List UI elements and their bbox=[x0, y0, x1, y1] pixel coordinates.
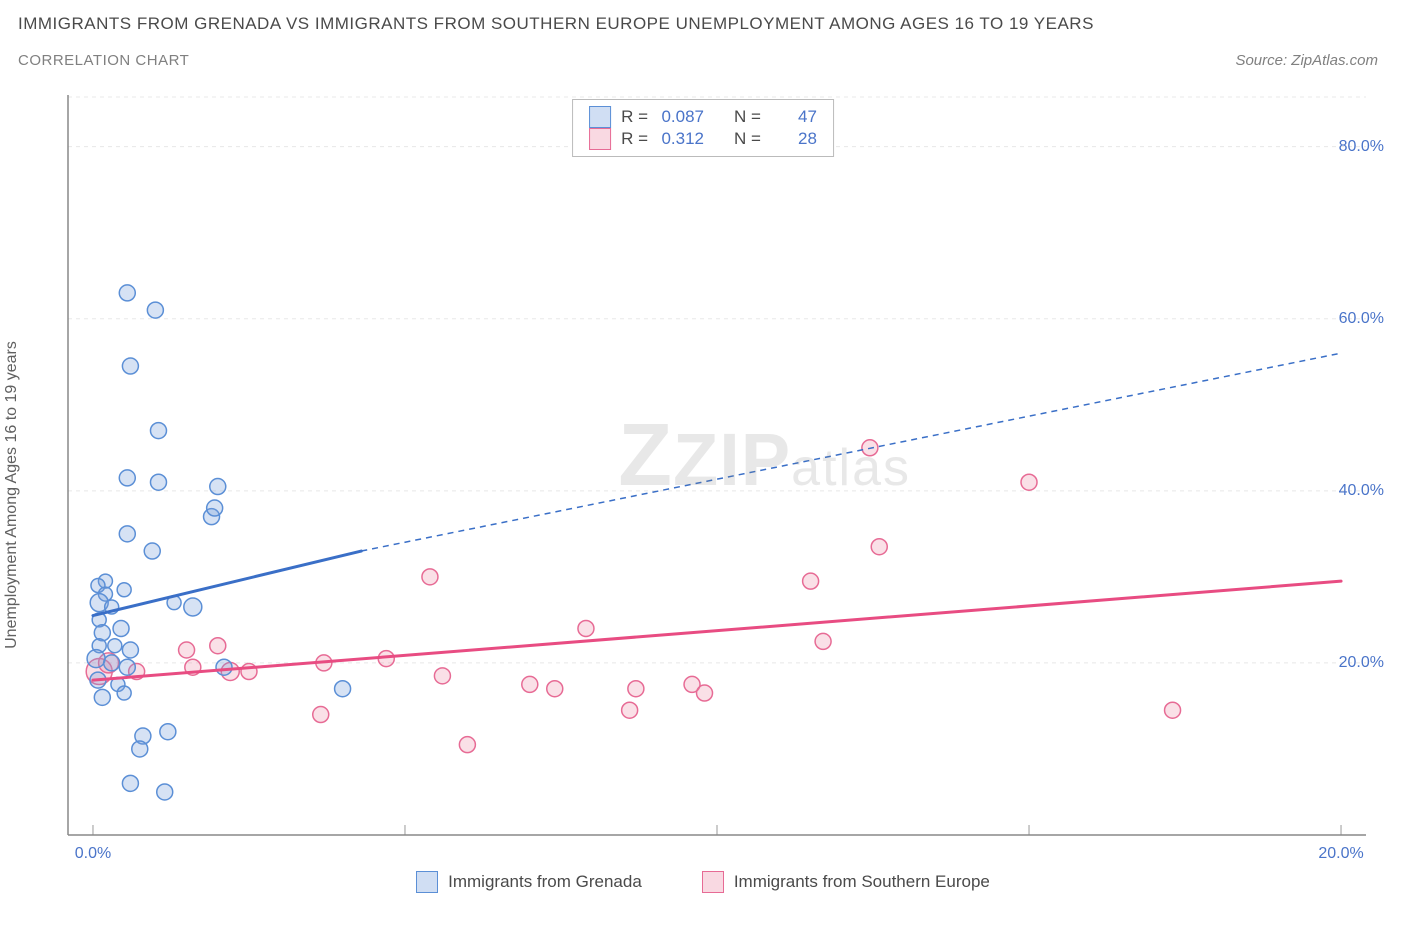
x-tick-label: 20.0% bbox=[1318, 845, 1363, 863]
legend-item-seurope: Immigrants from Southern Europe bbox=[702, 871, 990, 893]
legend-n-value-grenada: 47 bbox=[771, 107, 817, 127]
legend-r-value-grenada: 0.087 bbox=[658, 107, 704, 127]
legend-row-seurope: R = 0.312 N = 28 bbox=[589, 128, 817, 150]
legend-row-grenada: R = 0.087 N = 47 bbox=[589, 106, 817, 128]
correlation-legend: R = 0.087 N = 47 R = 0.312 N = 28 bbox=[572, 99, 834, 157]
y-axis-label: Unemployment Among Ages 16 to 19 years bbox=[3, 341, 21, 649]
legend-label-grenada: Immigrants from Grenada bbox=[448, 872, 642, 892]
legend-r-value-seurope: 0.312 bbox=[658, 129, 704, 149]
series-legend: Immigrants from Grenada Immigrants from … bbox=[18, 871, 1388, 893]
source-attribution: Source: ZipAtlas.com bbox=[1235, 52, 1378, 69]
legend-n-value-seurope: 28 bbox=[771, 129, 817, 149]
chart-area: Unemployment Among Ages 16 to 19 years Z… bbox=[18, 95, 1388, 895]
chart-title: IMMIGRANTS FROM GRENADA VS IMMIGRANTS FR… bbox=[18, 14, 1388, 34]
y-tick-label: 60.0% bbox=[1339, 310, 1384, 328]
swatch-blue bbox=[589, 106, 611, 128]
legend-item-grenada: Immigrants from Grenada bbox=[416, 871, 642, 893]
chart-subtitle: CORRELATION CHART bbox=[18, 52, 189, 69]
swatch-blue bbox=[416, 871, 438, 893]
legend-n-label: N = bbox=[734, 129, 761, 149]
scatter-plot bbox=[18, 95, 1388, 840]
y-tick-label: 20.0% bbox=[1339, 654, 1384, 672]
swatch-pink bbox=[589, 128, 611, 150]
y-tick-label: 40.0% bbox=[1339, 482, 1384, 500]
legend-n-label: N = bbox=[734, 107, 761, 127]
legend-r-label: R = bbox=[621, 129, 648, 149]
x-tick-label: 0.0% bbox=[75, 845, 111, 863]
swatch-pink bbox=[702, 871, 724, 893]
y-tick-label: 80.0% bbox=[1339, 138, 1384, 156]
legend-label-seurope: Immigrants from Southern Europe bbox=[734, 872, 990, 892]
legend-r-label: R = bbox=[621, 107, 648, 127]
